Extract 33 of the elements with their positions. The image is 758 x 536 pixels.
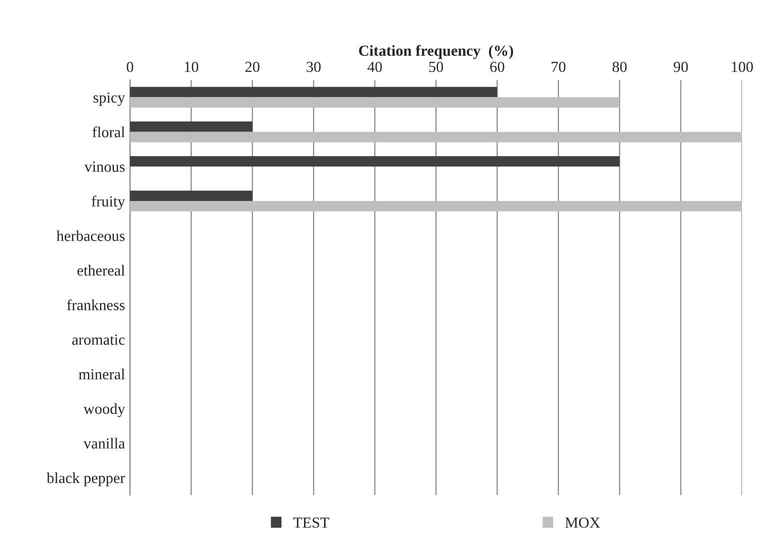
legend-label: TEST <box>293 518 330 528</box>
y-tick-label: woody <box>84 403 126 418</box>
y-tick-label: floral <box>92 126 125 138</box>
bar <box>130 86 498 98</box>
legend-label: MOX <box>565 518 600 528</box>
bar <box>130 201 742 212</box>
y-tick-label: herbaceous <box>56 230 125 242</box>
bar <box>130 132 742 142</box>
x-tick-label: 30 <box>306 62 321 72</box>
x-axis-title: Citation frequency (%) <box>359 44 514 60</box>
x-tick-label: 100 <box>732 62 753 72</box>
x-tick-label: 60 <box>490 62 504 72</box>
x-tick-label: 0 <box>126 62 134 72</box>
y-tick-label: vanilla <box>84 438 125 449</box>
x-tick-label: 90 <box>674 62 688 72</box>
bar <box>130 156 620 166</box>
bar <box>130 122 252 132</box>
x-tick-label: 50 <box>429 62 444 72</box>
y-tick-label: frankness <box>67 299 125 310</box>
y-tick-label: vinous <box>84 162 125 172</box>
y-tick-label: aromatic <box>72 334 125 345</box>
x-tick-label: 20 <box>245 62 260 72</box>
y-tick-label: mineral <box>78 368 125 380</box>
x-tick-label: 40 <box>367 62 382 72</box>
x-tick-label: 10 <box>184 62 198 72</box>
y-tick-label: fruity <box>92 196 126 210</box>
bar <box>130 190 252 202</box>
y-tick-label: black pepper <box>46 472 125 486</box>
x-tick-label: 70 <box>552 62 566 72</box>
x-tick-label: 80 <box>612 62 627 72</box>
y-tick-label: ethereal <box>77 264 125 276</box>
y-tick-label: spicy <box>94 92 126 106</box>
bar <box>130 97 620 108</box>
